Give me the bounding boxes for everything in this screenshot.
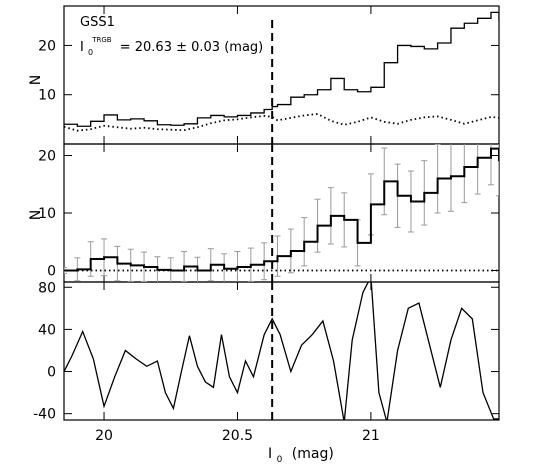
bottom-ytick-label: 40 — [38, 322, 56, 338]
trgb-symbol: I — [80, 40, 84, 55]
x-label-subscript: 0 — [277, 455, 283, 465]
x-tick-label: 21 — [362, 428, 380, 444]
middle-series-0 — [64, 147, 499, 272]
data-top — [64, 11, 499, 132]
trgb-superscript: TRGB — [91, 36, 112, 44]
bottom-ytick-label: 0 — [47, 365, 56, 381]
middle-ytick-label: 10 — [38, 206, 56, 222]
trgb-annotation: I 0 TRGB = 20.63 ± 0.03 (mag) — [80, 31, 263, 59]
bottom-series-0 — [64, 282, 499, 420]
top-ytick-label: 10 — [38, 88, 56, 104]
trgb-value: = 20.63 ± 0.03 (mag) — [120, 40, 264, 55]
middle-ytick-label: 20 — [38, 149, 56, 165]
data-mid — [64, 144, 499, 282]
middle-ytick-label: 0 — [47, 264, 56, 280]
top-series-0 — [64, 11, 499, 127]
bottom-ytick-label: 80 — [38, 280, 56, 296]
x-tick-label: 20 — [95, 428, 113, 444]
x-label-unit: (mag) — [292, 446, 334, 462]
bottom-ytick-label: -40 — [33, 407, 56, 423]
x-tick-label: 20.5 — [222, 428, 253, 444]
trgb-subscript: 0 — [88, 48, 93, 57]
panel-top-frame — [63, 5, 500, 145]
ticks-layer: 10 20 0 10 20 -40 0 40 80 20 20.5 21 — [33, 6, 499, 444]
panel-bottom-frame — [63, 281, 500, 421]
top-ylabel: N — [28, 75, 44, 85]
top-ytick-label: 20 — [38, 38, 56, 54]
panel-title: GSS1 — [80, 15, 115, 30]
x-label-symbol: I — [268, 446, 272, 462]
data-bot — [64, 282, 499, 420]
x-axis-label: I 0 (mag) — [268, 446, 334, 466]
panel-middle-frame — [63, 143, 500, 283]
top-series-1 — [64, 113, 499, 132]
middle-ylabel: N — [28, 210, 44, 220]
